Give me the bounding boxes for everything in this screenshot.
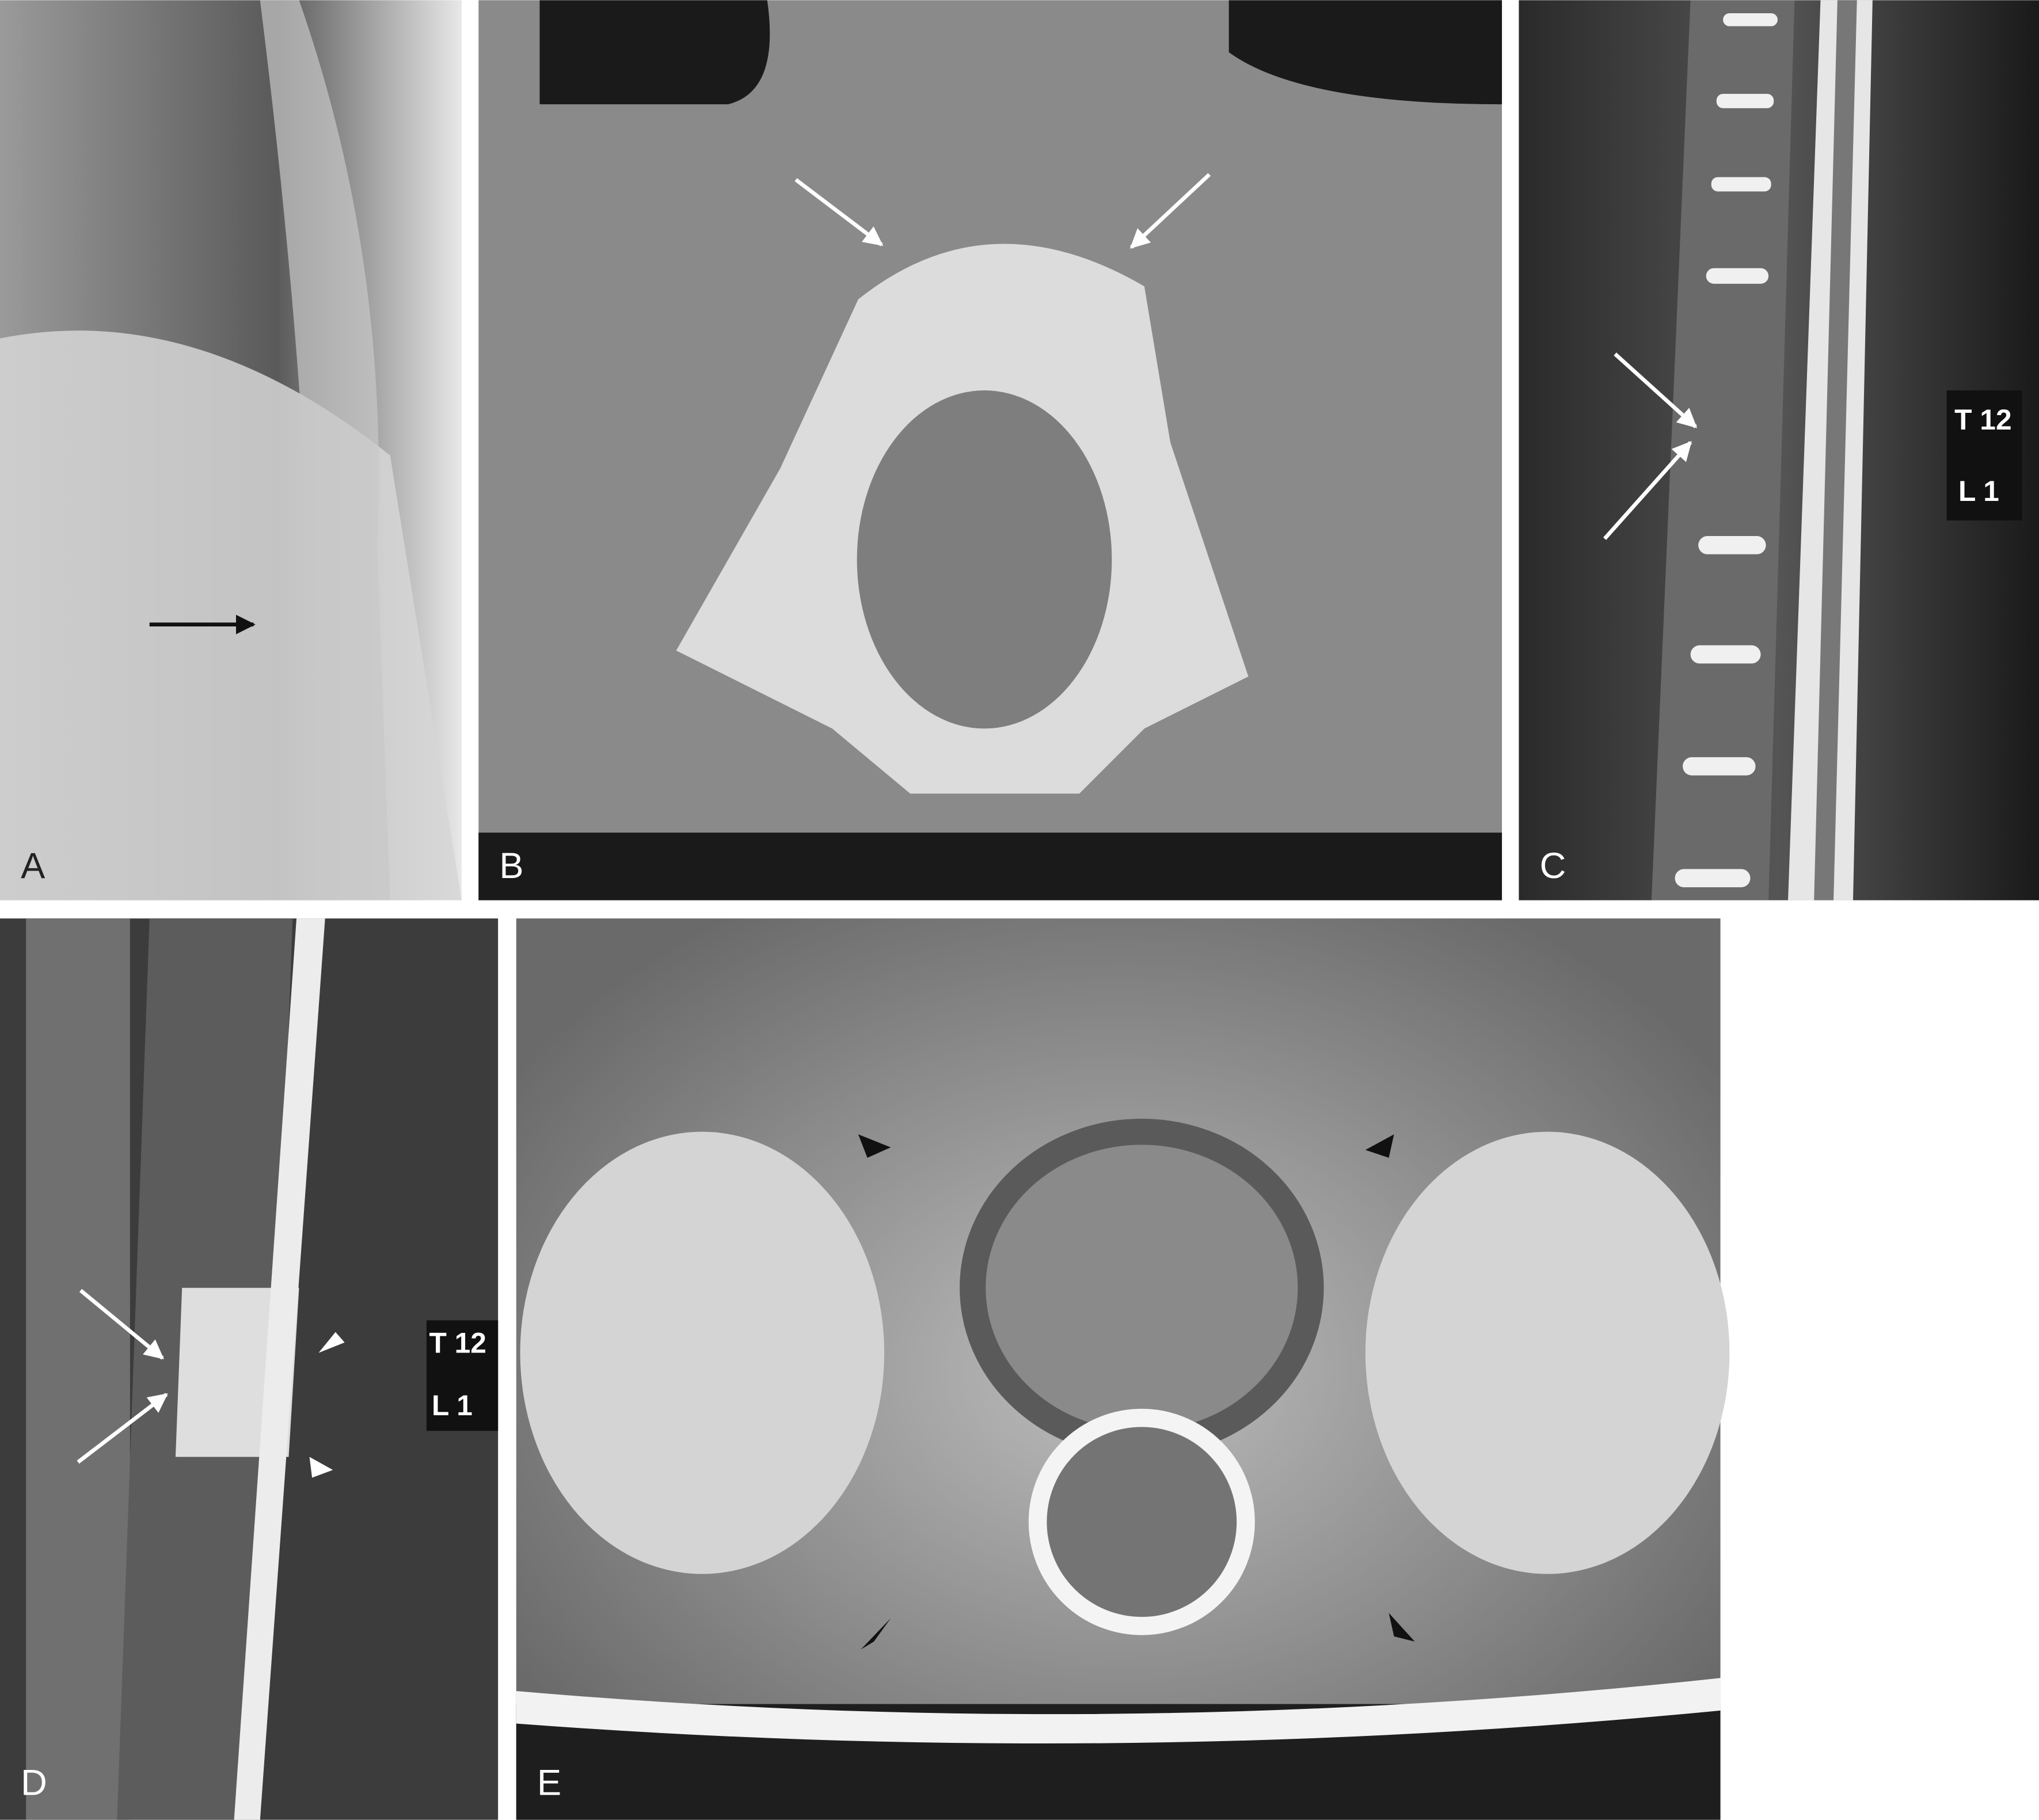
arrow [1603, 440, 1692, 540]
disc [1716, 94, 1774, 108]
spinal-cord [1814, 0, 1857, 900]
arrowhead [1389, 1613, 1415, 1642]
level-label: L 1 [432, 1389, 473, 1422]
panel-a: A [0, 0, 462, 900]
disc [1711, 177, 1771, 192]
soft-tissue [26, 918, 130, 1820]
arrowhead [318, 1332, 345, 1353]
level-box [1946, 390, 2022, 520]
panel-c: T 12 L 1 C [1519, 0, 2039, 900]
disc [1723, 13, 1778, 26]
arrow [77, 1393, 168, 1464]
arrow [1129, 173, 1211, 249]
arrowhead [309, 1457, 333, 1478]
vertebral-body [960, 1119, 1324, 1457]
arrow [1614, 352, 1698, 428]
level-label: T 12 [429, 1327, 486, 1359]
arrow [79, 1289, 164, 1360]
arrowhead [858, 1134, 891, 1158]
disc [1690, 645, 1761, 664]
panel-label: D [21, 1763, 47, 1803]
level-box [426, 1320, 499, 1431]
csf [234, 918, 325, 1820]
disc [1698, 536, 1766, 554]
discs [1675, 13, 1778, 887]
skin [516, 1678, 1721, 1744]
panel-label: B [499, 846, 523, 886]
panel-e: E [516, 918, 1730, 1820]
panel-label: A [21, 846, 45, 886]
spinal-canal [857, 390, 1112, 729]
spine [260, 0, 390, 900]
muscle-left [520, 1131, 885, 1574]
panel-label: E [537, 1763, 561, 1803]
arrow [794, 178, 884, 246]
vertebral-column [1651, 0, 1795, 900]
level-label: T 12 [1954, 404, 2011, 436]
ct-outside [1228, 0, 1502, 105]
disc [1706, 268, 1769, 284]
ct-outside [539, 0, 770, 105]
arrowhead [1365, 1134, 1394, 1158]
panel-d: T 12 L 1 D [0, 918, 499, 1820]
disc [1683, 757, 1756, 776]
disc [1675, 869, 1751, 887]
thecal-sac [1028, 1408, 1255, 1635]
ct-outside [478, 833, 1502, 900]
muscle-right [1365, 1131, 1730, 1574]
level-label: L 1 [1958, 475, 1999, 507]
panel-b: B [478, 0, 1502, 900]
panel-label: C [1540, 846, 1566, 886]
